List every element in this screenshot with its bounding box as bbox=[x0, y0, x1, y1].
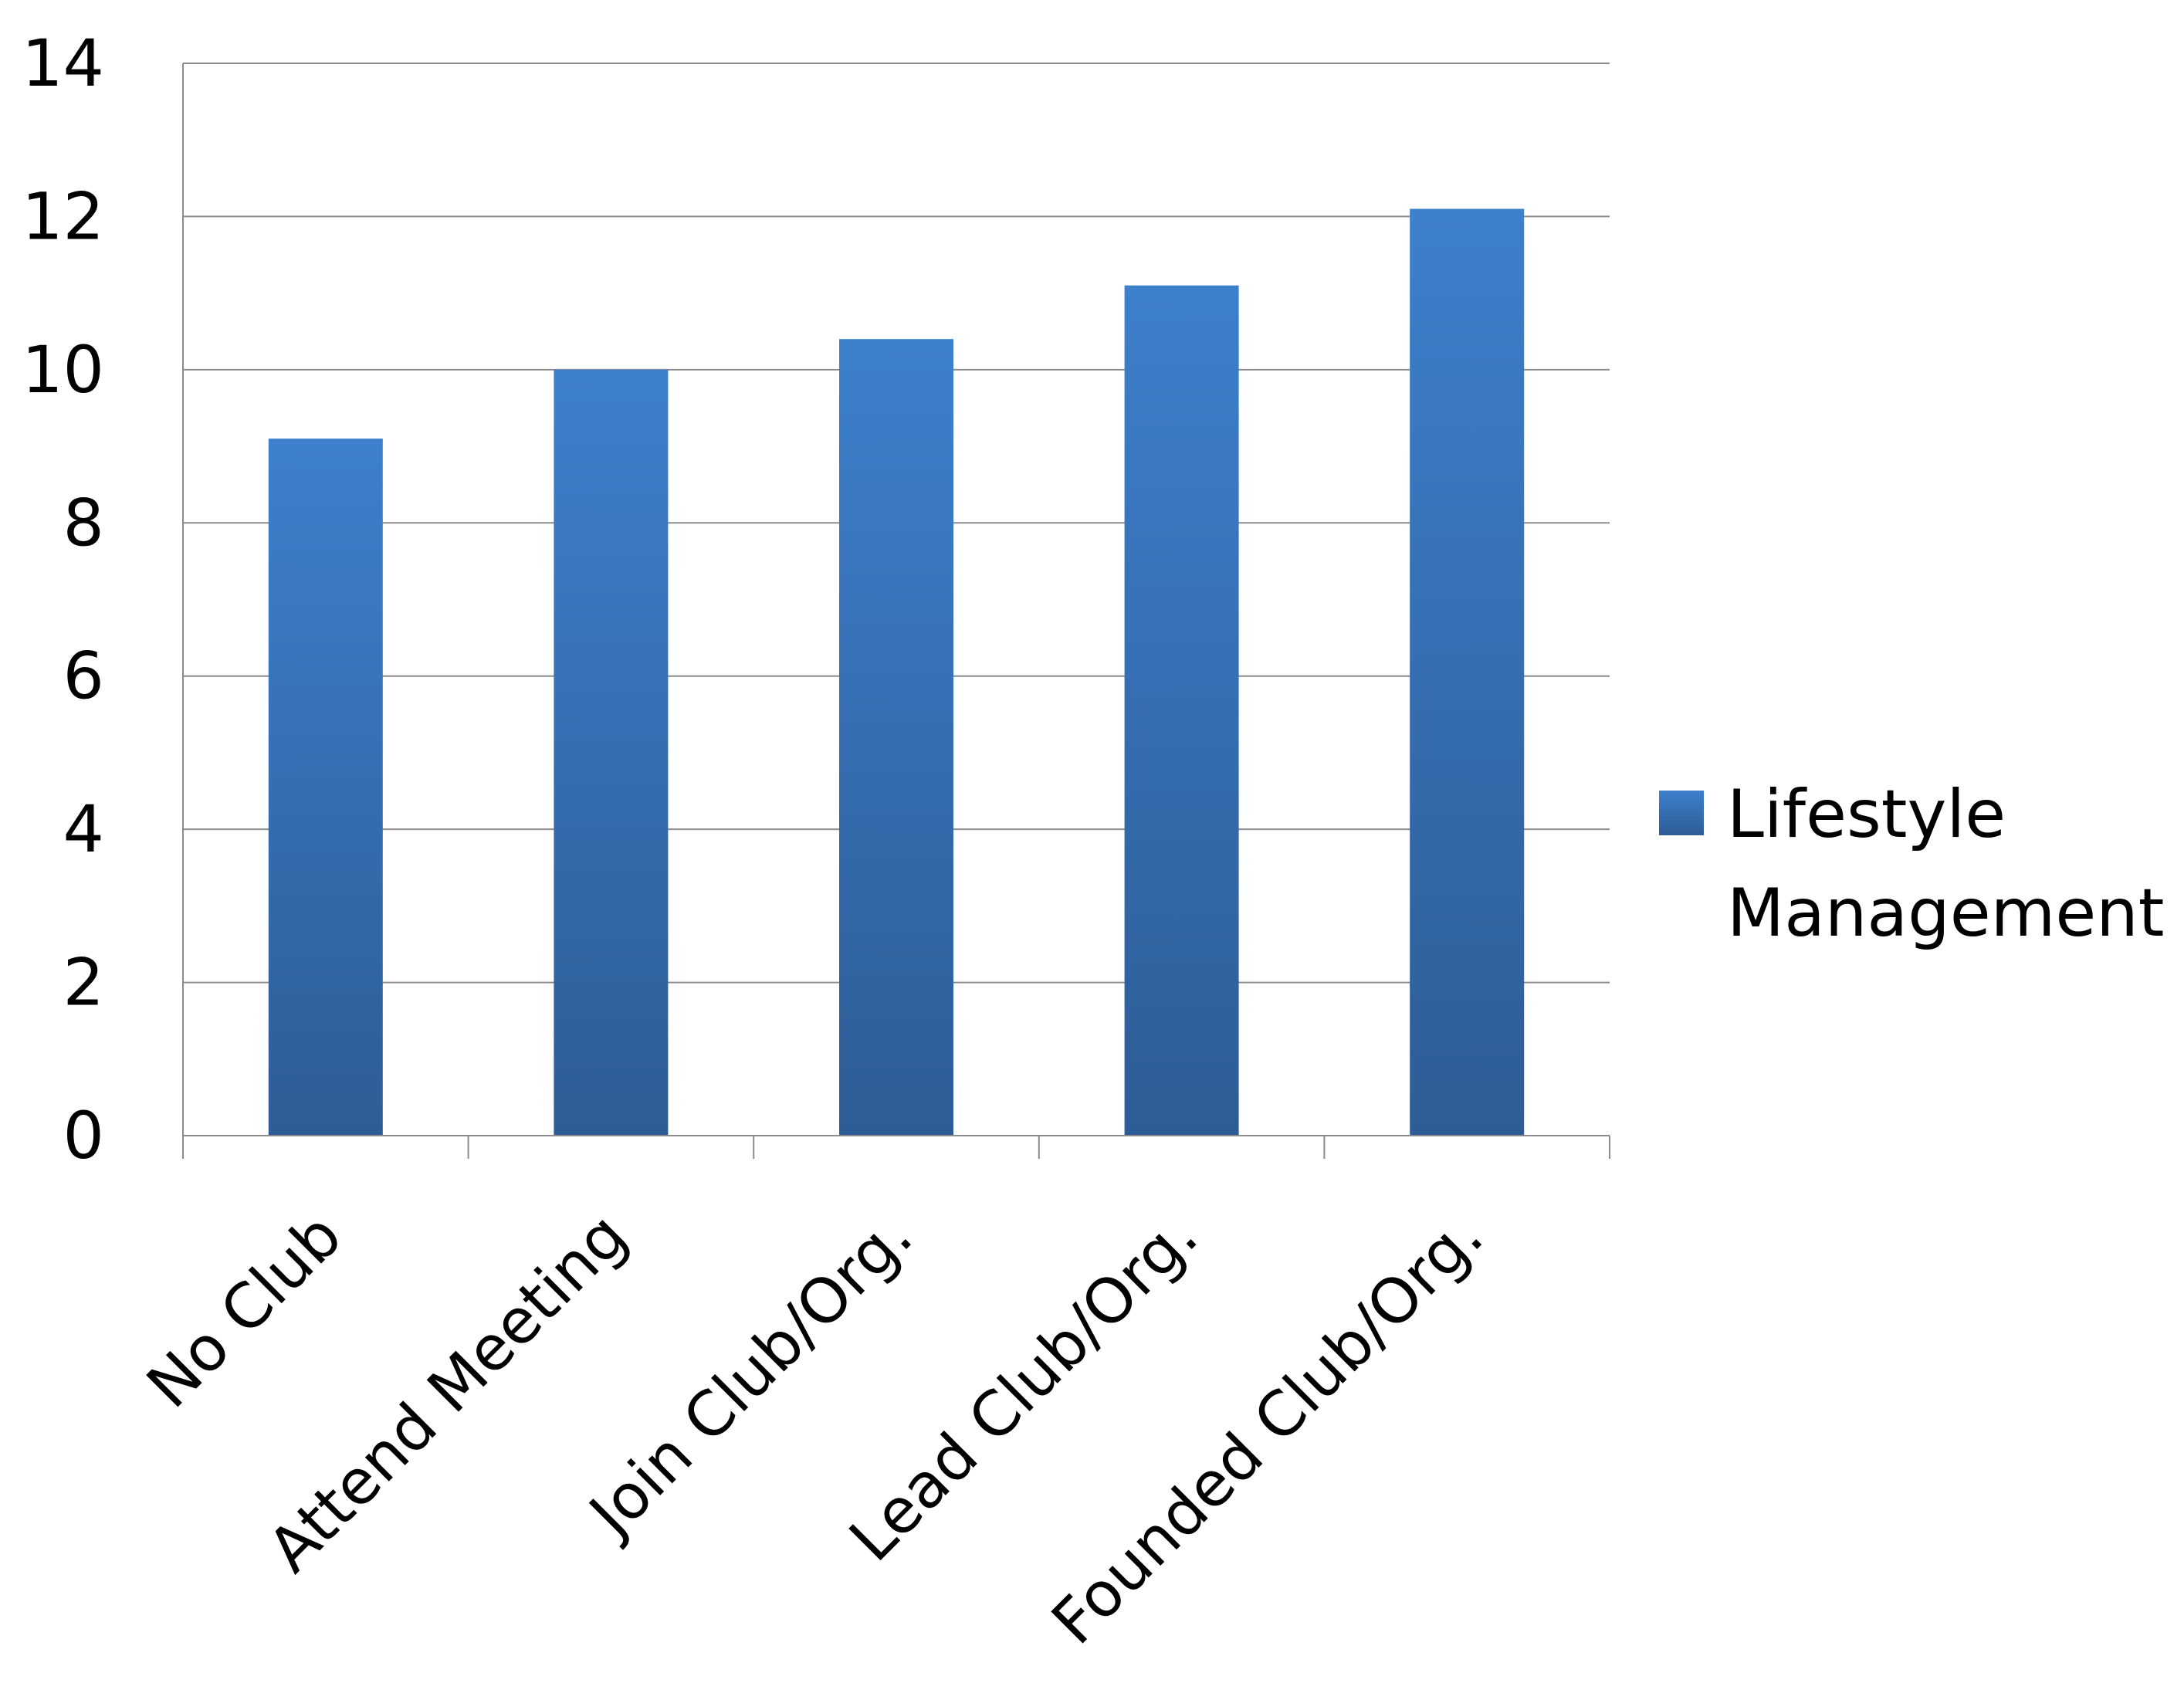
bar-1 bbox=[268, 439, 383, 1136]
y-tick-label: 0 bbox=[63, 1098, 104, 1173]
y-tick-labels: 0 2 4 6 8 10 12 14 bbox=[22, 25, 104, 1173]
y-tick-label: 14 bbox=[22, 25, 104, 101]
axes bbox=[182, 63, 1610, 1159]
x-tick-label: No Club bbox=[134, 1200, 356, 1422]
y-tick-label: 8 bbox=[63, 485, 104, 560]
legend-label-line-2: Management bbox=[1727, 875, 2165, 952]
bar-5 bbox=[1410, 208, 1525, 1136]
y-tick-label: 10 bbox=[22, 332, 104, 408]
y-tick-label: 2 bbox=[63, 945, 104, 1021]
bars bbox=[268, 208, 1525, 1136]
legend-label-line-1: Lifestyle bbox=[1727, 776, 2006, 853]
legend-swatch bbox=[1659, 791, 1704, 835]
y-tick-label: 6 bbox=[63, 638, 104, 714]
y-tick-label: 4 bbox=[63, 791, 104, 867]
bar-2 bbox=[554, 369, 669, 1136]
y-tick-label: 12 bbox=[22, 178, 104, 254]
legend: Lifestyle Management bbox=[1659, 776, 2165, 952]
bar-3 bbox=[839, 339, 953, 1136]
bar-4 bbox=[1124, 285, 1239, 1136]
